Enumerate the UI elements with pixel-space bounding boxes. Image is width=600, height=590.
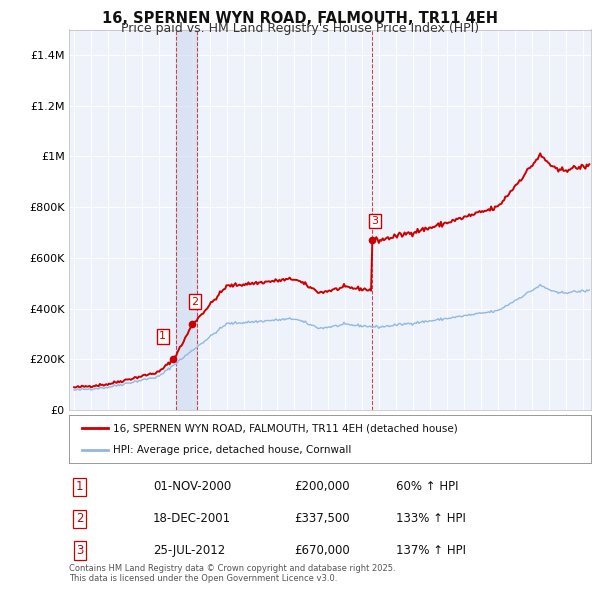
Text: 16, SPERNEN WYN ROAD, FALMOUTH, TR11 4EH (detached house): 16, SPERNEN WYN ROAD, FALMOUTH, TR11 4EH…: [113, 423, 458, 433]
Text: 25-JUL-2012: 25-JUL-2012: [153, 544, 225, 557]
Text: 60% ↑ HPI: 60% ↑ HPI: [396, 480, 458, 493]
Text: 133% ↑ HPI: 133% ↑ HPI: [396, 512, 466, 525]
Text: £200,000: £200,000: [294, 480, 350, 493]
Bar: [176, 30, 197, 410]
Text: Price paid vs. HM Land Registry's House Price Index (HPI): Price paid vs. HM Land Registry's House …: [121, 22, 479, 35]
Text: 1: 1: [159, 332, 166, 342]
Text: 2: 2: [76, 512, 83, 525]
Text: £670,000: £670,000: [294, 544, 350, 557]
Text: £337,500: £337,500: [294, 512, 350, 525]
Text: 18-DEC-2001: 18-DEC-2001: [153, 512, 231, 525]
Text: 3: 3: [371, 216, 379, 226]
Text: 3: 3: [76, 544, 83, 557]
Text: 1: 1: [76, 480, 83, 493]
Text: HPI: Average price, detached house, Cornwall: HPI: Average price, detached house, Corn…: [113, 445, 352, 455]
Text: Contains HM Land Registry data © Crown copyright and database right 2025.
This d: Contains HM Land Registry data © Crown c…: [69, 563, 395, 583]
Text: 01-NOV-2000: 01-NOV-2000: [153, 480, 231, 493]
Text: 137% ↑ HPI: 137% ↑ HPI: [396, 544, 466, 557]
Text: 16, SPERNEN WYN ROAD, FALMOUTH, TR11 4EH: 16, SPERNEN WYN ROAD, FALMOUTH, TR11 4EH: [102, 11, 498, 25]
Text: 2: 2: [191, 297, 198, 307]
